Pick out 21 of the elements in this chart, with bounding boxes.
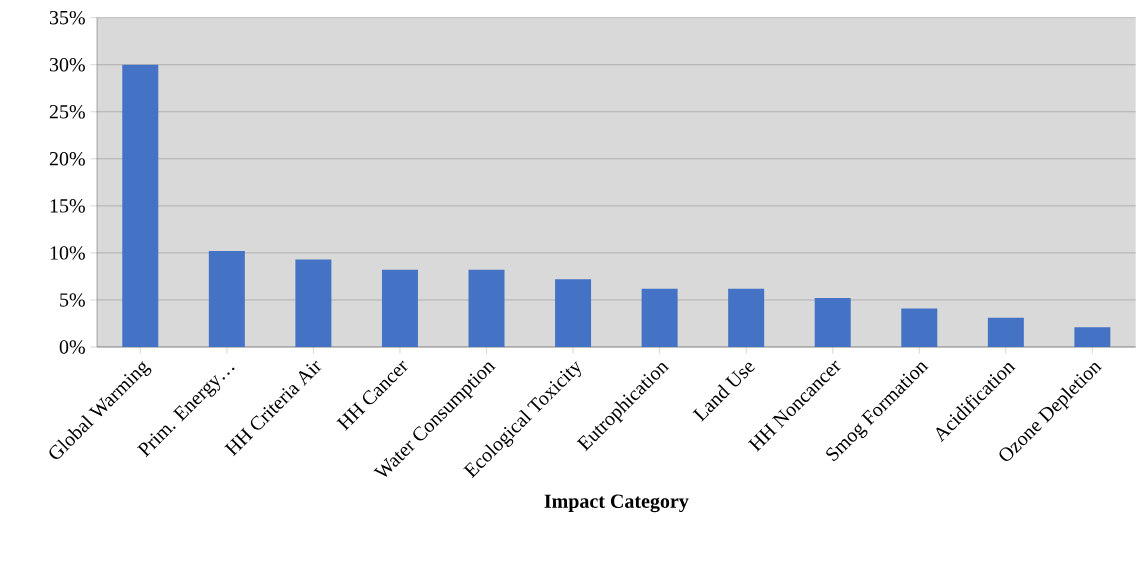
bar: [901, 308, 938, 347]
bar: [728, 288, 765, 347]
bar: [122, 64, 159, 347]
bar: [468, 269, 505, 347]
bar: [641, 288, 678, 347]
bar: [555, 279, 592, 347]
y-tick-label: 20%: [49, 152, 85, 166]
y-tick-label: 35%: [49, 10, 85, 25]
bar: [381, 269, 418, 347]
bar: [295, 259, 332, 347]
y-tick-label: 5%: [60, 293, 85, 307]
y-tick-label: 0%: [59, 340, 85, 354]
y-tick-label: 10%: [50, 246, 85, 260]
bar: [987, 317, 1024, 347]
bar: [814, 298, 851, 347]
y-tick-label: 30%: [49, 57, 85, 72]
y-tick-label: 25%: [49, 104, 85, 119]
y-tick-label: 15%: [50, 199, 85, 213]
x-axis-title: Impact Category: [544, 494, 689, 513]
bar: [1074, 327, 1111, 347]
bar: [208, 251, 245, 347]
